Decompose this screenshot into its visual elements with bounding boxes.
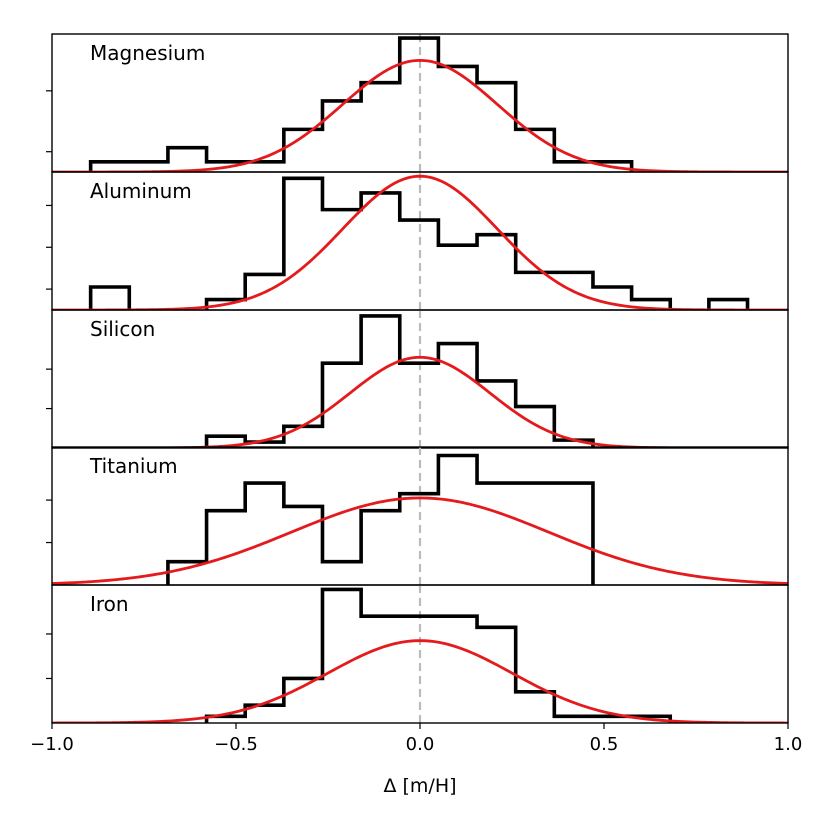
gaussian-fit-aluminum	[52, 174, 788, 310]
gaussian-fit-magnesium	[52, 58, 788, 172]
histogram-aluminum	[88, 176, 750, 310]
histogram-iron	[204, 587, 673, 723]
panel-label-iron: Iron	[90, 592, 129, 616]
panel-aluminum: Aluminum	[46, 171, 789, 311]
panel-label-magnesium: Magnesium	[90, 41, 205, 65]
histogram-silicon	[204, 314, 595, 448]
panel-label-silicon: Silicon	[90, 317, 155, 341]
x-axis-label: Δ [m/H]	[383, 775, 456, 797]
x-tick-label-1: −0.5	[214, 734, 258, 755]
histogram-magnesium	[88, 36, 634, 172]
gaussian-fit-iron	[52, 639, 788, 723]
panel-label-titanium: Titanium	[89, 454, 178, 478]
x-tick-label-3: 0.5	[590, 734, 619, 755]
panel-iron: Iron	[46, 584, 789, 724]
panel-titanium: Titanium	[46, 446, 789, 586]
panel-silicon: Silicon	[46, 309, 789, 449]
x-tick-label-0: −1.0	[30, 734, 74, 755]
panel-magnesium: Magnesium	[46, 33, 789, 173]
gaussian-fit-titanium	[52, 496, 788, 585]
x-tick-label-4: 1.0	[774, 734, 803, 755]
panel-label-aluminum: Aluminum	[90, 179, 192, 203]
x-axis: −1.0 −0.5 0.0 0.5 1.0	[30, 723, 802, 755]
histogram-titanium	[166, 453, 595, 585]
panels-group: Magnesium Aluminum Silicon Titanium Iron	[46, 33, 789, 724]
x-tick-label-2: 0.0	[406, 734, 435, 755]
